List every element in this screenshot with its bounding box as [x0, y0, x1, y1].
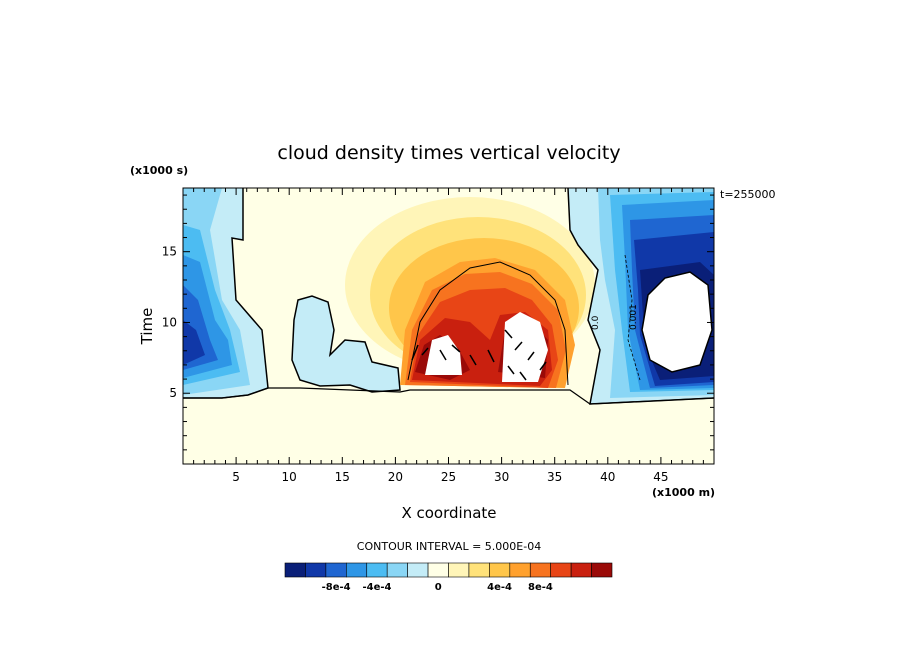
- x-axis-ticks: 5 10 15 20 25 30 35 40 45: [193, 188, 704, 484]
- colorbar-tick-label: 8e-4: [528, 582, 553, 593]
- x-tick-label: 10: [282, 470, 297, 484]
- colorbar-swatch: [529, 562, 551, 578]
- y-tick-label: 5: [169, 386, 177, 400]
- colorbar-swatch: [284, 562, 306, 578]
- contour-interval-text: CONTOUR INTERVAL = 5.000E-04: [357, 540, 541, 553]
- colorbar-swatch: [427, 562, 449, 578]
- contour-label-zero: 0.0: [591, 315, 601, 330]
- colorbar-swatch: [550, 562, 572, 578]
- colorbar-tick-label: 0: [435, 582, 442, 593]
- x-tick-label: 35: [547, 470, 562, 484]
- colorbar-swatch: [489, 562, 511, 578]
- colorbar-swatch: [407, 562, 429, 578]
- colorbar-swatch: [448, 562, 470, 578]
- x-tick-label: 30: [494, 470, 509, 484]
- region-positive: [345, 197, 595, 388]
- colorbar-swatch: [468, 562, 490, 578]
- plot-area: [183, 188, 714, 464]
- y-tick-label: 10: [162, 315, 177, 329]
- colorbar-swatch: [346, 562, 368, 578]
- colorbar-swatch: [591, 562, 613, 578]
- region-mid-negative: [291, 295, 401, 393]
- colorbar-tick-label: -4e-4: [362, 582, 391, 593]
- contour-label-001: 0.001: [629, 304, 639, 330]
- colorbar-tick-label: -8e-4: [322, 582, 351, 593]
- colorbar: [284, 562, 613, 578]
- x-tick-label: 5: [232, 470, 240, 484]
- x-tick-label: 40: [600, 470, 615, 484]
- x-tick-label: 20: [388, 470, 403, 484]
- colorbar-tick-label: 4e-4: [487, 582, 512, 593]
- y-tick-label: 15: [162, 245, 177, 259]
- chart-title: cloud density times vertical velocity: [277, 142, 620, 164]
- x-tick-label: 45: [653, 470, 668, 484]
- region-left-negative: [183, 188, 269, 399]
- colorbar-swatch: [325, 562, 347, 578]
- x-tick-label: 25: [441, 470, 456, 484]
- y-units-label: (x1000 s): [130, 164, 188, 177]
- colorbar-swatch: [386, 562, 408, 578]
- colorbar-swatch: [305, 562, 327, 578]
- x-units-label: (x1000 m): [652, 486, 715, 499]
- colorbar-labels: -8e-4 -4e-4 0 4e-4 8e-4: [322, 582, 553, 593]
- colorbar-swatch: [509, 562, 531, 578]
- x-tick-label: 15: [335, 470, 350, 484]
- colorbar-swatch: [366, 562, 388, 578]
- colorbar-swatch: [570, 562, 592, 578]
- x-axis-label: X coordinate: [401, 504, 496, 522]
- region-right-negative: [567, 188, 714, 405]
- y-axis-ticks: 5 10 15: [162, 194, 714, 451]
- time-label: t=255000: [720, 188, 776, 201]
- y-axis-label: Time: [138, 308, 156, 346]
- baseline-contour: [183, 387, 714, 405]
